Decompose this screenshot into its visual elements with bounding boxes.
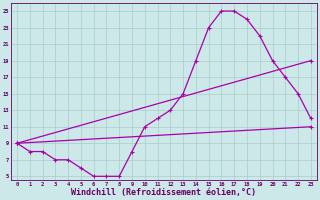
X-axis label: Windchill (Refroidissement éolien,°C): Windchill (Refroidissement éolien,°C) <box>71 188 256 197</box>
